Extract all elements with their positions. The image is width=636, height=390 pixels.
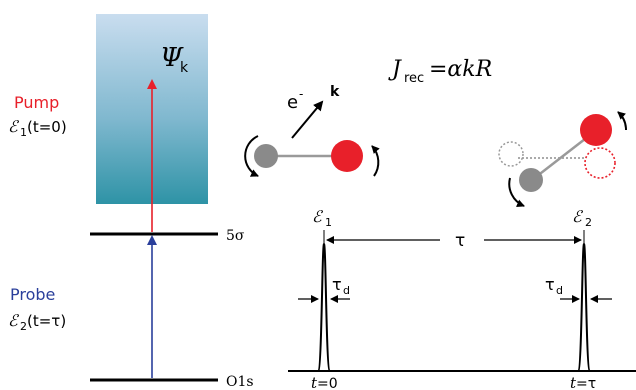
pump-title: Pump — [14, 93, 59, 112]
ghost-atom-red — [584, 147, 616, 179]
duration-label-2: τ — [545, 275, 555, 294]
rotation-arrow-rotated-right — [617, 111, 628, 131]
electron-charge: - — [299, 87, 303, 101]
pulse-1-index: 1 — [325, 216, 332, 229]
time-zero-value: =0 — [317, 376, 338, 390]
duration-sub-2: d — [556, 284, 563, 297]
svg-text:ℰ: ℰ — [8, 117, 20, 136]
probe-title: Probe — [10, 285, 55, 304]
continuum-psi-sub: k — [180, 60, 189, 76]
time-tau-var: t — [570, 374, 577, 390]
svg-text:(t=τ): (t=τ) — [27, 312, 66, 330]
level-5sigma-label: 5σ — [226, 228, 245, 244]
rotation-arrow-right — [371, 145, 380, 177]
pulse-2 — [577, 242, 591, 372]
pulse-2-symbol: ℰ — [572, 207, 584, 226]
svg-text:rec: rec — [404, 71, 424, 86]
atom-red-rotated — [580, 114, 612, 146]
svg-text:1: 1 — [20, 126, 27, 139]
pulse-1 — [317, 242, 331, 372]
pulse-1-symbol: ℰ — [312, 207, 324, 226]
pump-field-label: ℰ 1 (t=0) — [8, 117, 67, 139]
svg-text:=αkR: =αkR — [429, 57, 492, 82]
time-tau-value: =τ — [576, 376, 596, 390]
duration-label-1: τ — [332, 275, 342, 294]
electron-symbol: e — [287, 92, 298, 113]
time-zero-var: t — [311, 374, 318, 390]
svg-text:J: J — [388, 57, 402, 82]
delay-label: τ — [455, 231, 465, 251]
duration-sub-1: d — [343, 284, 350, 297]
continuum-psi: Ψ — [160, 43, 184, 73]
molecule-initial: e - k — [244, 84, 380, 177]
atom-gray-rotated — [519, 168, 543, 192]
molecule-rotated — [498, 111, 628, 207]
pulse-2-index: 2 — [585, 216, 592, 229]
ghost-atom-gray — [498, 141, 524, 167]
recoil-formula: J rec =αkR — [388, 57, 492, 86]
rotation-arrow-left — [244, 135, 259, 177]
svg-text:ℰ: ℰ — [8, 311, 20, 330]
momentum-k: k — [330, 84, 340, 100]
svg-text:2: 2 — [20, 320, 27, 333]
svg-text:(t=0): (t=0) — [27, 118, 67, 136]
rotation-arrow-rotated-left — [508, 177, 525, 207]
probe-field-label: ℰ 2 (t=τ) — [8, 311, 66, 333]
atom-red — [331, 140, 363, 172]
timeline: ℰ 1 ℰ 2 τ τ d τ d t =0 t =τ — [288, 207, 636, 390]
level-o1s-label: O1s — [226, 374, 254, 390]
electron-momentum-arrow — [291, 100, 324, 139]
atom-gray — [254, 144, 278, 168]
